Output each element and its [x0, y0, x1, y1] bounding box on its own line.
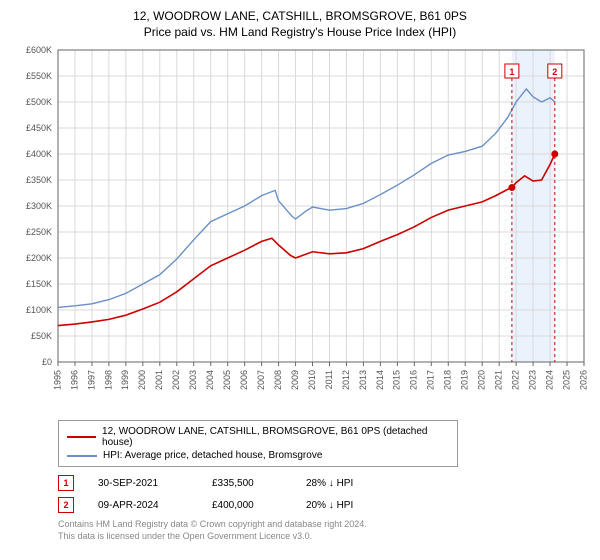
event-date: 09-APR-2024: [98, 500, 188, 511]
svg-text:2001: 2001: [154, 370, 164, 390]
svg-text:£0: £0: [42, 357, 52, 367]
event-change: 20% ↓ HPI: [306, 500, 396, 511]
svg-text:2009: 2009: [290, 370, 300, 390]
event-row: 2 09-APR-2024 £400,000 20% ↓ HPI: [58, 497, 592, 513]
svg-text:2000: 2000: [137, 370, 147, 390]
svg-text:£400K: £400K: [26, 149, 52, 159]
event-row: 1 30-SEP-2021 £335,500 28% ↓ HPI: [58, 475, 592, 491]
legend-row: 12, WOODROW LANE, CATSHILL, BROMSGROVE, …: [67, 425, 449, 449]
svg-text:£100K: £100K: [26, 305, 52, 315]
events-table: 1 30-SEP-2021 £335,500 28% ↓ HPI 2 09-APR-202…: [58, 475, 592, 513]
event-marker-icon: 2: [58, 497, 74, 513]
svg-text:£200K: £200K: [26, 253, 52, 263]
chart-area: £0 £50K £100K £150K £200K £250K £300K £350K £400…: [8, 44, 592, 414]
title-line-2: Price paid vs. HM Land Registry's House …: [8, 24, 592, 40]
svg-text:2002: 2002: [171, 370, 181, 390]
svg-text:2015: 2015: [392, 370, 402, 390]
title-line-1: 12, WOODROW LANE, CATSHILL, BROMSGROVE, …: [8, 8, 592, 24]
svg-text:2006: 2006: [239, 370, 249, 390]
svg-text:2011: 2011: [324, 370, 334, 389]
event-date: 30-SEP-2021: [98, 478, 188, 489]
line-chart-svg: £0 £50K £100K £150K £200K £250K £300K £350K £400…: [8, 44, 592, 414]
svg-text:2018: 2018: [443, 370, 453, 390]
footnote-line-1: Contains HM Land Registry data © Crown c…: [58, 519, 592, 531]
footnote: Contains HM Land Registry data © Crown c…: [58, 519, 592, 542]
event-marker-icon: 1: [58, 475, 74, 491]
svg-text:2020: 2020: [477, 370, 487, 390]
svg-text:£450K: £450K: [26, 123, 52, 133]
legend-row: HPI: Average price, detached house, Brom…: [67, 449, 449, 462]
svg-text:2008: 2008: [273, 370, 283, 390]
svg-text:1996: 1996: [69, 370, 79, 390]
svg-text:£250K: £250K: [26, 227, 52, 237]
svg-text:2017: 2017: [426, 370, 436, 390]
svg-text:1999: 1999: [120, 370, 130, 390]
svg-text:2016: 2016: [409, 370, 419, 390]
legend-swatch: [67, 436, 96, 438]
svg-text:2: 2: [552, 67, 557, 77]
svg-text:2012: 2012: [341, 370, 351, 390]
svg-text:£350K: £350K: [26, 175, 52, 185]
svg-text:1: 1: [509, 67, 514, 77]
svg-text:2010: 2010: [307, 370, 317, 390]
svg-text:£550K: £550K: [26, 71, 52, 81]
svg-text:£300K: £300K: [26, 201, 52, 211]
svg-text:£150K: £150K: [26, 279, 52, 289]
event-price: £335,500: [212, 478, 282, 489]
svg-text:2023: 2023: [527, 370, 537, 390]
svg-text:2019: 2019: [460, 370, 470, 390]
event-change: 28% ↓ HPI: [306, 478, 396, 489]
svg-text:2024: 2024: [544, 370, 554, 390]
svg-text:£500K: £500K: [26, 97, 52, 107]
svg-text:2014: 2014: [375, 370, 385, 390]
legend-swatch: [67, 455, 97, 457]
svg-text:1998: 1998: [103, 370, 113, 390]
svg-text:£50K: £50K: [31, 331, 52, 341]
svg-text:2026: 2026: [578, 370, 588, 390]
legend-box: 12, WOODROW LANE, CATSHILL, BROMSGROVE, …: [58, 420, 458, 467]
legend-label: 12, WOODROW LANE, CATSHILL, BROMSGROVE, …: [102, 426, 449, 448]
svg-text:2005: 2005: [222, 370, 232, 390]
event-price: £400,000: [212, 500, 282, 511]
svg-text:2025: 2025: [561, 370, 571, 390]
svg-text:2022: 2022: [511, 370, 521, 390]
svg-text:2021: 2021: [494, 370, 504, 390]
svg-text:2004: 2004: [205, 370, 215, 390]
svg-text:1995: 1995: [52, 370, 62, 390]
svg-text:2013: 2013: [358, 370, 368, 390]
svg-text:£600K: £600K: [26, 45, 52, 55]
chart-title: 12, WOODROW LANE, CATSHILL, BROMSGROVE, …: [8, 8, 592, 40]
chart-container: 12, WOODROW LANE, CATSHILL, BROMSGROVE, …: [0, 0, 600, 560]
svg-text:2007: 2007: [256, 370, 266, 390]
legend-label: HPI: Average price, detached house, Brom…: [103, 450, 322, 461]
footnote-line-2: This data is licensed under the Open Gov…: [58, 531, 592, 543]
svg-text:2003: 2003: [188, 370, 198, 390]
svg-text:1997: 1997: [86, 370, 96, 390]
